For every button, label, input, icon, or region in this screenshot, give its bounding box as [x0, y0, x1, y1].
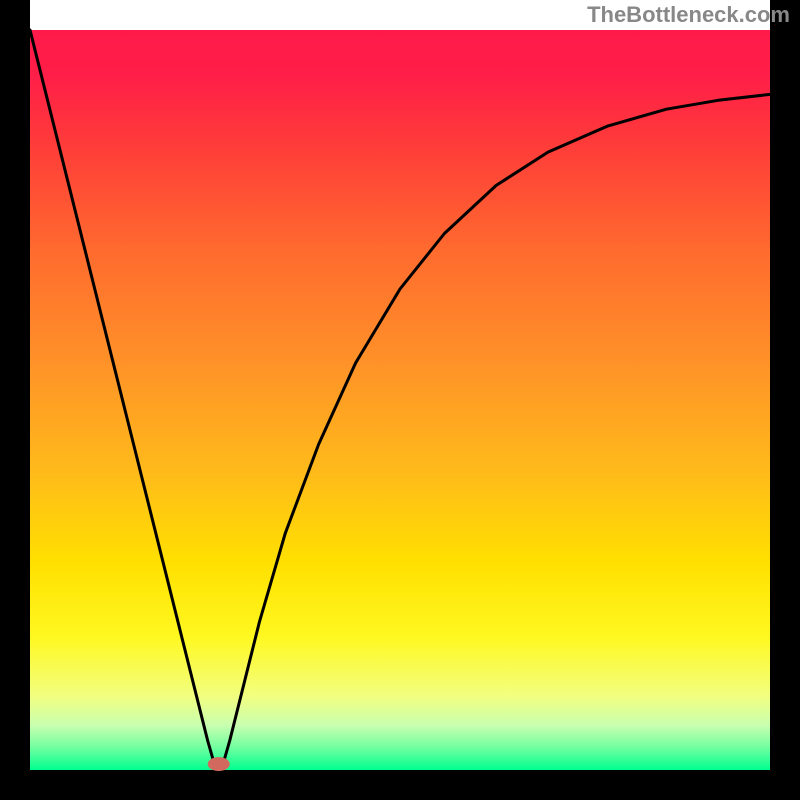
- border-right: [770, 0, 800, 800]
- border-left: [0, 0, 30, 800]
- chart-background: [30, 30, 770, 770]
- border-bottom: [0, 770, 800, 800]
- bottleneck-chart: [0, 0, 800, 800]
- optimal-point-marker: [208, 757, 230, 771]
- chart-container: TheBottleneck.com: [0, 0, 800, 800]
- watermark-text: TheBottleneck.com: [587, 2, 790, 28]
